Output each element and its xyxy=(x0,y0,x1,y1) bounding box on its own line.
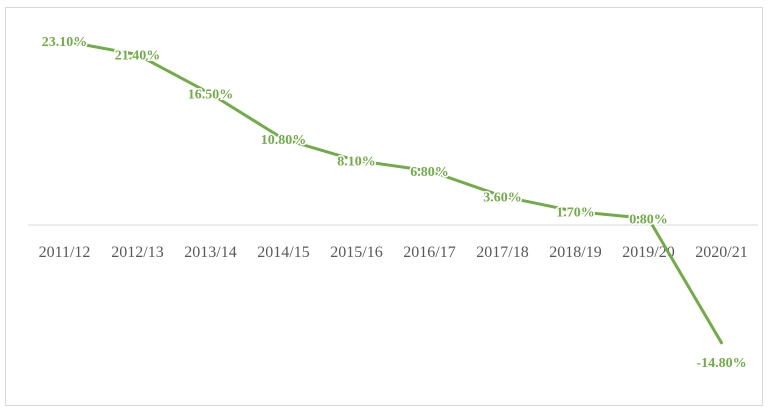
series-line xyxy=(63,39,723,345)
data-label: 8.10% xyxy=(337,155,376,170)
x-tick-label: 2017/18 xyxy=(476,244,528,261)
x-tick-label: 2014/15 xyxy=(257,244,309,261)
x-tick-label: 2011/12 xyxy=(39,244,91,261)
data-label: 1.70% xyxy=(556,205,595,220)
chart-area xyxy=(5,7,763,406)
x-tick-label: 2012/13 xyxy=(111,244,163,261)
data-label: 3.60% xyxy=(483,190,522,205)
data-label: 23.10% xyxy=(42,35,88,50)
data-label: -14.80% xyxy=(696,356,746,371)
data-label: 6.80% xyxy=(410,165,449,180)
data-label: 21.40% xyxy=(115,49,161,64)
x-tick-label: 2018/19 xyxy=(549,244,601,261)
data-label: 16.50% xyxy=(188,88,234,103)
data-label: 10.80% xyxy=(261,133,307,148)
x-tick-label: 2015/16 xyxy=(330,244,382,261)
x-tick-label: 2020/21 xyxy=(695,244,747,261)
x-tick-label: 2019/20 xyxy=(622,244,674,261)
x-tick-label: 2016/17 xyxy=(403,244,455,261)
data-label: 0.80% xyxy=(629,213,668,228)
x-tick-label: 2013/14 xyxy=(184,244,236,261)
